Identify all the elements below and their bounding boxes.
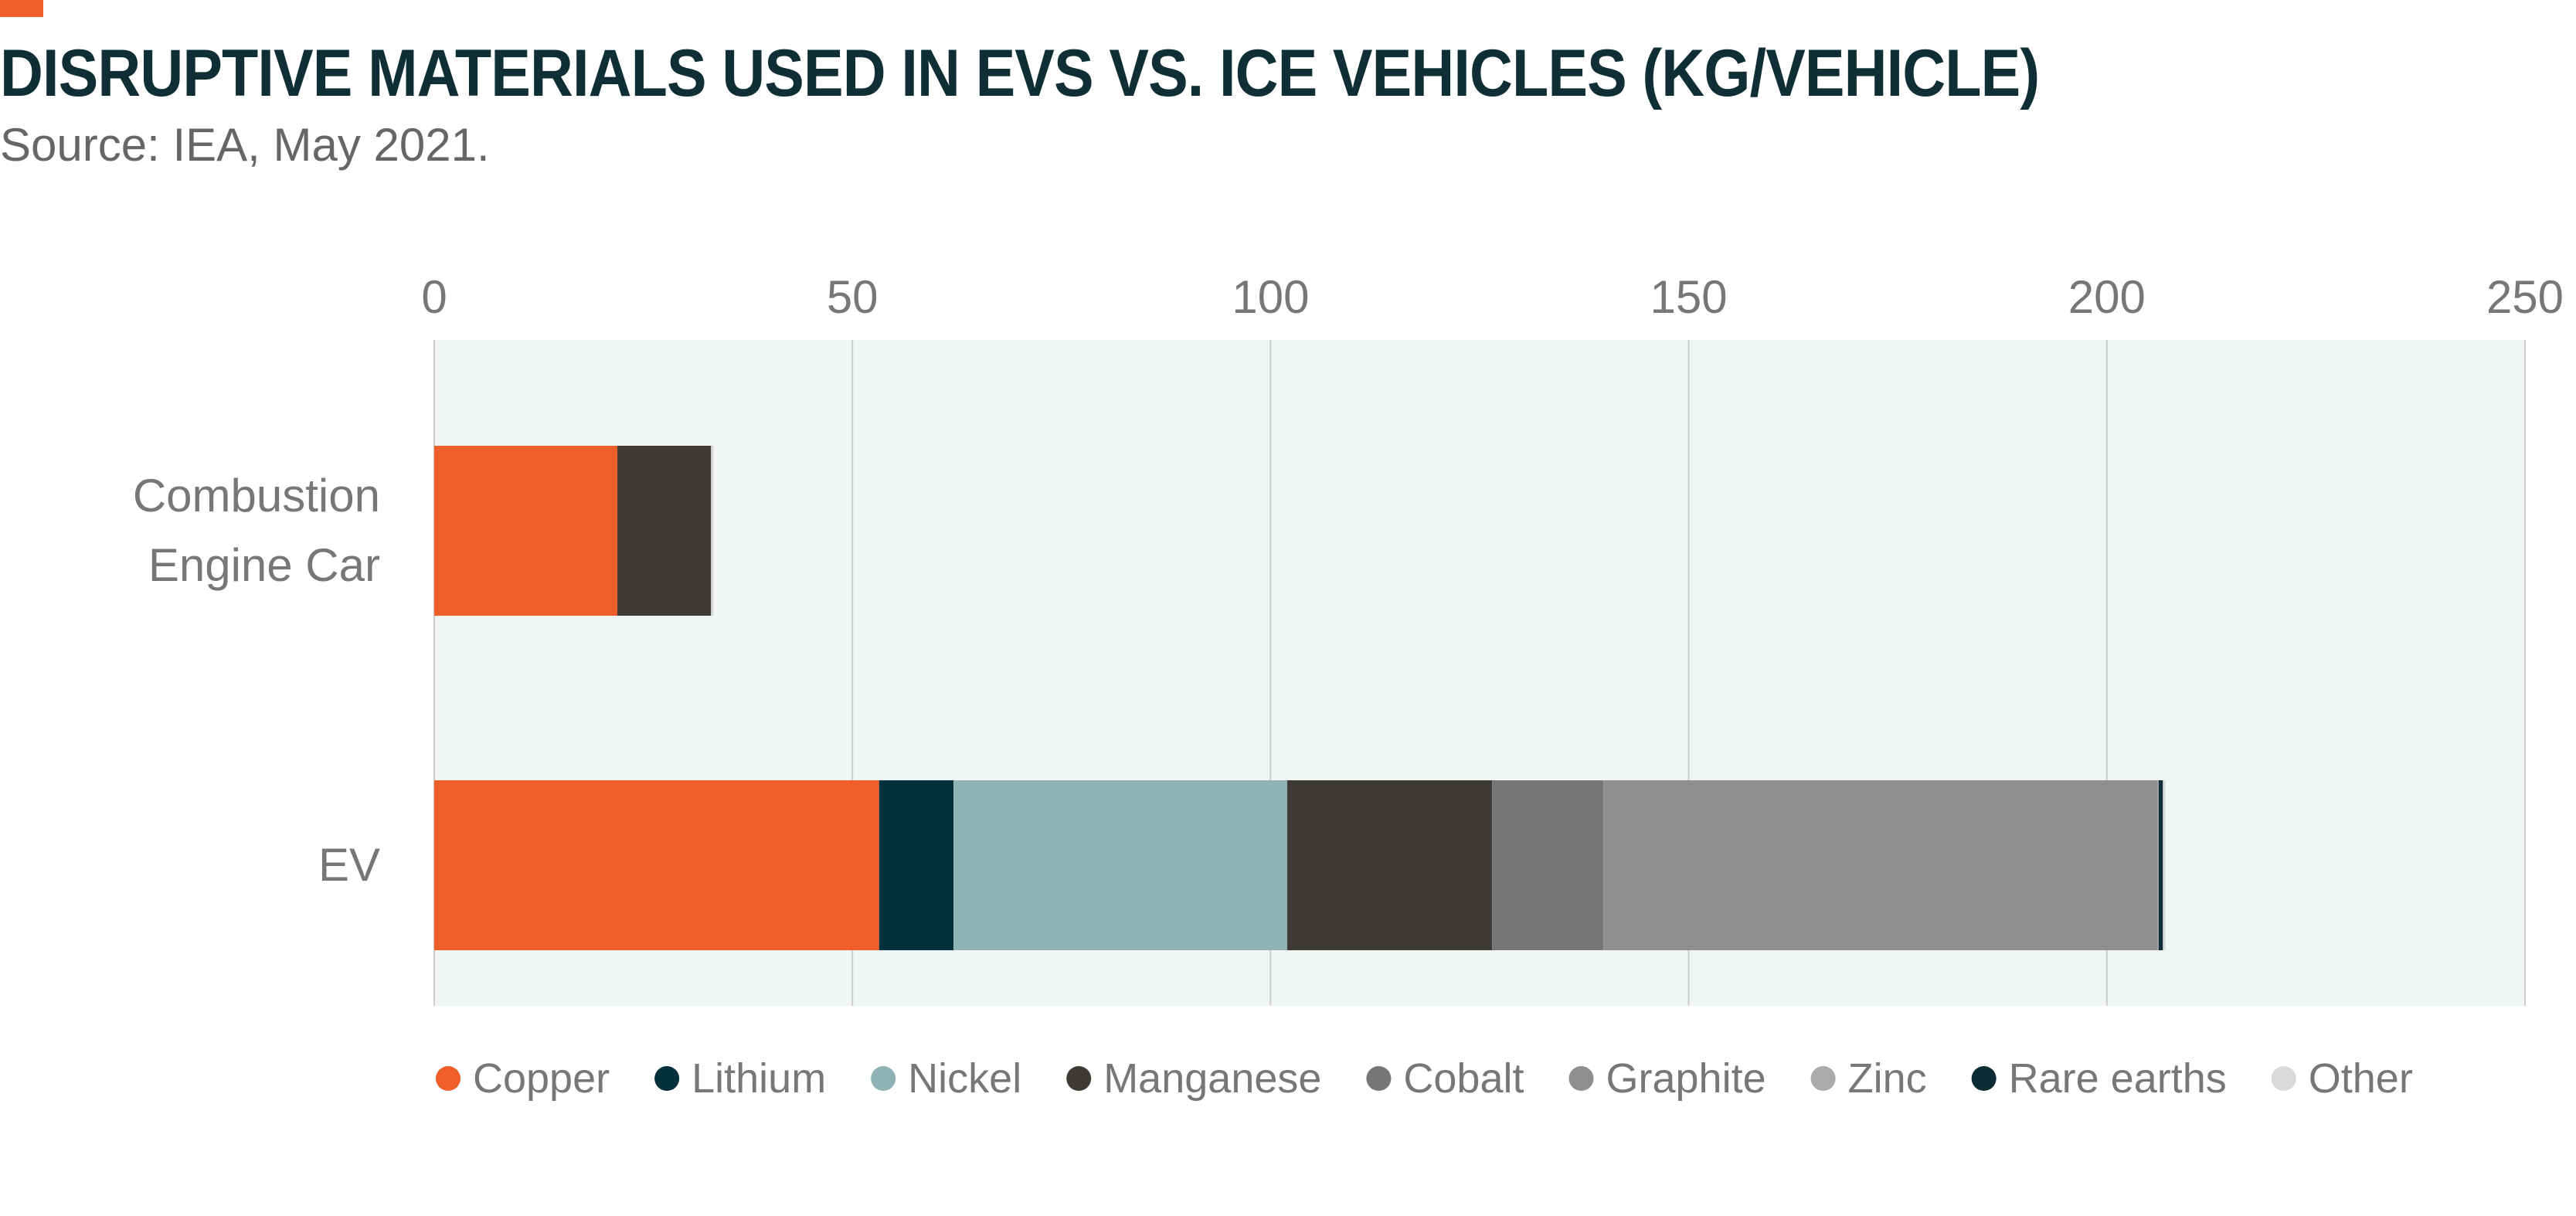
category-label-line: Engine Car (148, 539, 380, 591)
legend-swatch-lithium (654, 1066, 680, 1091)
bar-other-ev (2163, 780, 2166, 950)
x-tick-label-100: 100 (1232, 271, 1309, 323)
x-tick-label-150: 150 (1650, 271, 1728, 323)
bar-copper-combustion (434, 446, 618, 616)
legend-label-lithium: Lithium (692, 1055, 826, 1102)
chart-title: DISRUPTIVE MATERIALS USED IN EVS VS. ICE… (0, 36, 2040, 110)
legend-swatch-other (2271, 1066, 2296, 1091)
x-tick-label-50: 50 (827, 271, 878, 323)
legend-label-graphite: Graphite (1606, 1055, 1766, 1102)
bar-lithium-ev (878, 780, 954, 950)
legend-swatch-zinc (1810, 1066, 1836, 1091)
legend-label-other: Other (2309, 1055, 2413, 1102)
bar-other-combustion (711, 446, 714, 616)
legend-swatch-copper (436, 1066, 460, 1091)
bar-copper-ev (434, 780, 879, 950)
legend-swatch-rare-earths (1971, 1066, 1997, 1091)
legend-label-nickel: Nickel (908, 1055, 1021, 1102)
bar-rare-earths-ev (2158, 780, 2163, 950)
legend-swatch-cobalt (1366, 1066, 1392, 1091)
chart-source: Source: IEA, May 2021. (0, 119, 490, 171)
category-label-line: Combustion (133, 470, 380, 521)
bar-graphite-ev (1603, 780, 2158, 950)
bar-manganese-combustion (617, 446, 712, 616)
legend-swatch-nickel (871, 1066, 896, 1091)
accent-bar (0, 0, 43, 17)
bar-manganese-ev (1287, 780, 1493, 950)
x-tick-label-200: 200 (2068, 271, 2146, 323)
x-tick-label-250: 250 (2486, 271, 2564, 323)
bar-nickel-ev (953, 780, 1288, 950)
bar-zinc-ev (2157, 780, 2159, 950)
legend-label-zinc: Zinc (1848, 1055, 1927, 1102)
category-label-line: EV (318, 839, 380, 891)
legend-label-rare-earths: Rare earths (2009, 1055, 2227, 1102)
bar-cobalt-ev (1492, 780, 1604, 950)
legend-label-manganese: Manganese (1103, 1055, 1321, 1102)
legend-swatch-graphite (1568, 1066, 1594, 1091)
legend-label-copper: Copper (473, 1055, 610, 1102)
legend-label-cobalt: Cobalt (1403, 1055, 1524, 1102)
category-label-2: EV (318, 839, 380, 891)
category-label-1: Combustion Engine Car (133, 470, 380, 591)
x-tick-label-0: 0 (421, 271, 447, 323)
legend-swatch-manganese (1066, 1066, 1092, 1091)
